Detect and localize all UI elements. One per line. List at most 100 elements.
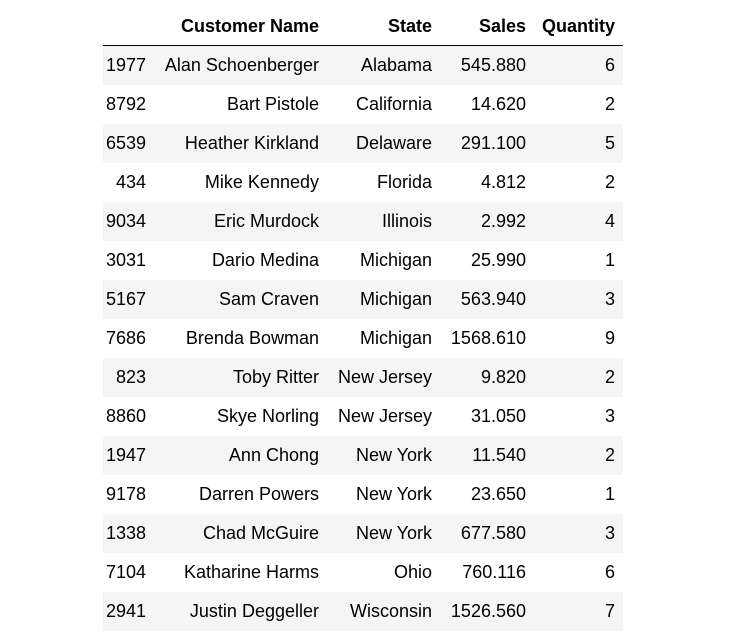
cell-index: 3031 bbox=[105, 250, 146, 270]
table-row: 8792 Bart Pistole California 14.620 2 bbox=[103, 85, 624, 124]
cell-quantity: 3 bbox=[605, 523, 616, 543]
cell-index: 1338 bbox=[105, 523, 146, 543]
cell-index: 5167 bbox=[105, 289, 146, 309]
cell-state: California bbox=[355, 94, 432, 114]
cell-quantity: 9 bbox=[605, 328, 616, 348]
cell-customer-name: Chad McGuire bbox=[202, 523, 319, 543]
cell-state: New York bbox=[355, 484, 432, 504]
cell-sales: 4.812 bbox=[480, 172, 526, 192]
cell-customer-name: Darren Powers bbox=[198, 484, 319, 504]
cell-index: 9178 bbox=[105, 484, 146, 504]
cell-quantity: 4 bbox=[605, 211, 616, 231]
cell-sales: 2.992 bbox=[480, 211, 526, 231]
header-customer-name: Customer Name bbox=[156, 7, 329, 46]
dataframe-container: Customer Name State Sales Quantity 1977 A… bbox=[103, 7, 624, 631]
cell-quantity: 2 bbox=[605, 445, 616, 465]
cell-customer-name: Toby Ritter bbox=[232, 367, 319, 387]
cell-customer-name: Ann Chong bbox=[228, 445, 319, 465]
cell-quantity: 2 bbox=[605, 94, 616, 114]
cell-sales: 760.116 bbox=[462, 562, 526, 582]
table-row: 3031 Dario Medina Michigan 25.990 1 bbox=[103, 241, 624, 280]
cell-index: 6539 bbox=[105, 133, 146, 153]
dataframe-table: Customer Name State Sales Quantity 1977 A… bbox=[103, 7, 624, 631]
cell-state: Illinois bbox=[381, 211, 432, 231]
table-row: 1947 Ann Chong New York 11.540 2 bbox=[103, 436, 624, 475]
cell-sales: 1526.560 bbox=[450, 601, 526, 621]
table-row: 9034 Eric Murdock Illinois 2.992 4 bbox=[103, 202, 624, 241]
cell-state: Michigan bbox=[359, 328, 432, 348]
cell-state: New York bbox=[355, 445, 432, 465]
cell-sales: 31.050 bbox=[470, 406, 526, 426]
cell-state: Florida bbox=[376, 172, 432, 192]
cell-index: 7686 bbox=[105, 328, 146, 348]
table-row: 823 Toby Ritter New Jersey 9.820 2 bbox=[103, 358, 624, 397]
cell-customer-name: Skye Norling bbox=[216, 406, 319, 426]
cell-index: 823 bbox=[115, 367, 146, 387]
cell-index: 1977 bbox=[105, 55, 146, 75]
cell-index: 8860 bbox=[105, 406, 146, 426]
cell-customer-name: Alan Schoenberger bbox=[164, 55, 319, 75]
header-state: State bbox=[329, 7, 442, 46]
cell-quantity: 6 bbox=[605, 562, 616, 582]
cell-customer-name: Justin Deggeller bbox=[189, 601, 319, 621]
cell-state: Delaware bbox=[355, 133, 432, 153]
cell-quantity: 3 bbox=[605, 289, 616, 309]
cell-state: New Jersey bbox=[337, 406, 432, 426]
cell-sales: 9.820 bbox=[480, 367, 526, 387]
cell-customer-name: Bart Pistole bbox=[226, 94, 319, 114]
cell-sales: 11.540 bbox=[472, 445, 526, 465]
table-row: 5167 Sam Craven Michigan 563.940 3 bbox=[103, 280, 624, 319]
table-body: 1977 Alan Schoenberger Alabama 545.880 6 8792… bbox=[103, 45, 624, 631]
cell-sales: 14.620 bbox=[470, 94, 526, 114]
header-row: Customer Name State Sales Quantity bbox=[103, 7, 624, 46]
cell-sales: 25.990 bbox=[470, 250, 526, 270]
cell-state: New Jersey bbox=[337, 367, 432, 387]
cell-customer-name: Dario Medina bbox=[211, 250, 319, 270]
table-row: 9178 Darren Powers New York 23.650 1 bbox=[103, 475, 624, 514]
cell-customer-name: Heather Kirkland bbox=[184, 133, 319, 153]
table-row: 1338 Chad McGuire New York 677.580 3 bbox=[103, 514, 624, 553]
table-header: Customer Name State Sales Quantity bbox=[103, 7, 624, 46]
table-row: 434 Mike Kennedy Florida 4.812 2 bbox=[103, 163, 624, 202]
cell-quantity: 5 bbox=[605, 133, 616, 153]
cell-state: New York bbox=[355, 523, 432, 543]
cell-quantity: 6 bbox=[605, 55, 616, 75]
table-row: 7104 Katharine Harms Ohio 760.116 6 bbox=[103, 553, 624, 592]
table-row: 6539 Heather Kirkland Delaware 291.100 5 bbox=[103, 124, 624, 163]
cell-quantity: 1 bbox=[605, 250, 616, 270]
cell-sales: 563.940 bbox=[460, 289, 526, 309]
cell-quantity: 7 bbox=[605, 601, 616, 621]
cell-index: 7104 bbox=[105, 562, 146, 582]
table-row: 2941 Justin Deggeller Wisconsin 1526.560 7 bbox=[103, 592, 624, 631]
cell-index: 434 bbox=[115, 172, 146, 192]
cell-index: 8792 bbox=[105, 94, 146, 114]
cell-customer-name: Sam Craven bbox=[218, 289, 319, 309]
cell-customer-name: Eric Murdock bbox=[213, 211, 319, 231]
cell-quantity: 3 bbox=[605, 406, 616, 426]
cell-sales: 1568.610 bbox=[450, 328, 526, 348]
cell-state: Ohio bbox=[393, 562, 432, 582]
header-index bbox=[103, 7, 156, 46]
cell-state: Wisconsin bbox=[349, 601, 432, 621]
cell-state: Alabama bbox=[360, 55, 432, 75]
cell-quantity: 1 bbox=[605, 484, 616, 504]
cell-customer-name: Brenda Bowman bbox=[185, 328, 319, 348]
cell-state: Michigan bbox=[359, 250, 432, 270]
cell-sales: 23.650 bbox=[470, 484, 526, 504]
cell-quantity: 2 bbox=[605, 172, 616, 192]
header-sales: Sales bbox=[442, 7, 536, 46]
cell-sales: 291.100 bbox=[460, 133, 526, 153]
cell-index: 1947 bbox=[105, 445, 146, 465]
table-row: 7686 Brenda Bowman Michigan 1568.610 9 bbox=[103, 319, 624, 358]
cell-sales: 545.880 bbox=[460, 55, 526, 75]
table-row: 8860 Skye Norling New Jersey 31.050 3 bbox=[103, 397, 624, 436]
cell-index: 2941 bbox=[105, 601, 146, 621]
cell-sales: 677.580 bbox=[460, 523, 526, 543]
cell-state: Michigan bbox=[359, 289, 432, 309]
cell-customer-name: Katharine Harms bbox=[183, 562, 319, 582]
cell-quantity: 2 bbox=[605, 367, 616, 387]
table-row: 1977 Alan Schoenberger Alabama 545.880 6 bbox=[103, 45, 624, 85]
cell-index: 9034 bbox=[105, 211, 146, 231]
cell-customer-name: Mike Kennedy bbox=[204, 172, 319, 192]
header-quantity: Quantity bbox=[536, 7, 624, 46]
